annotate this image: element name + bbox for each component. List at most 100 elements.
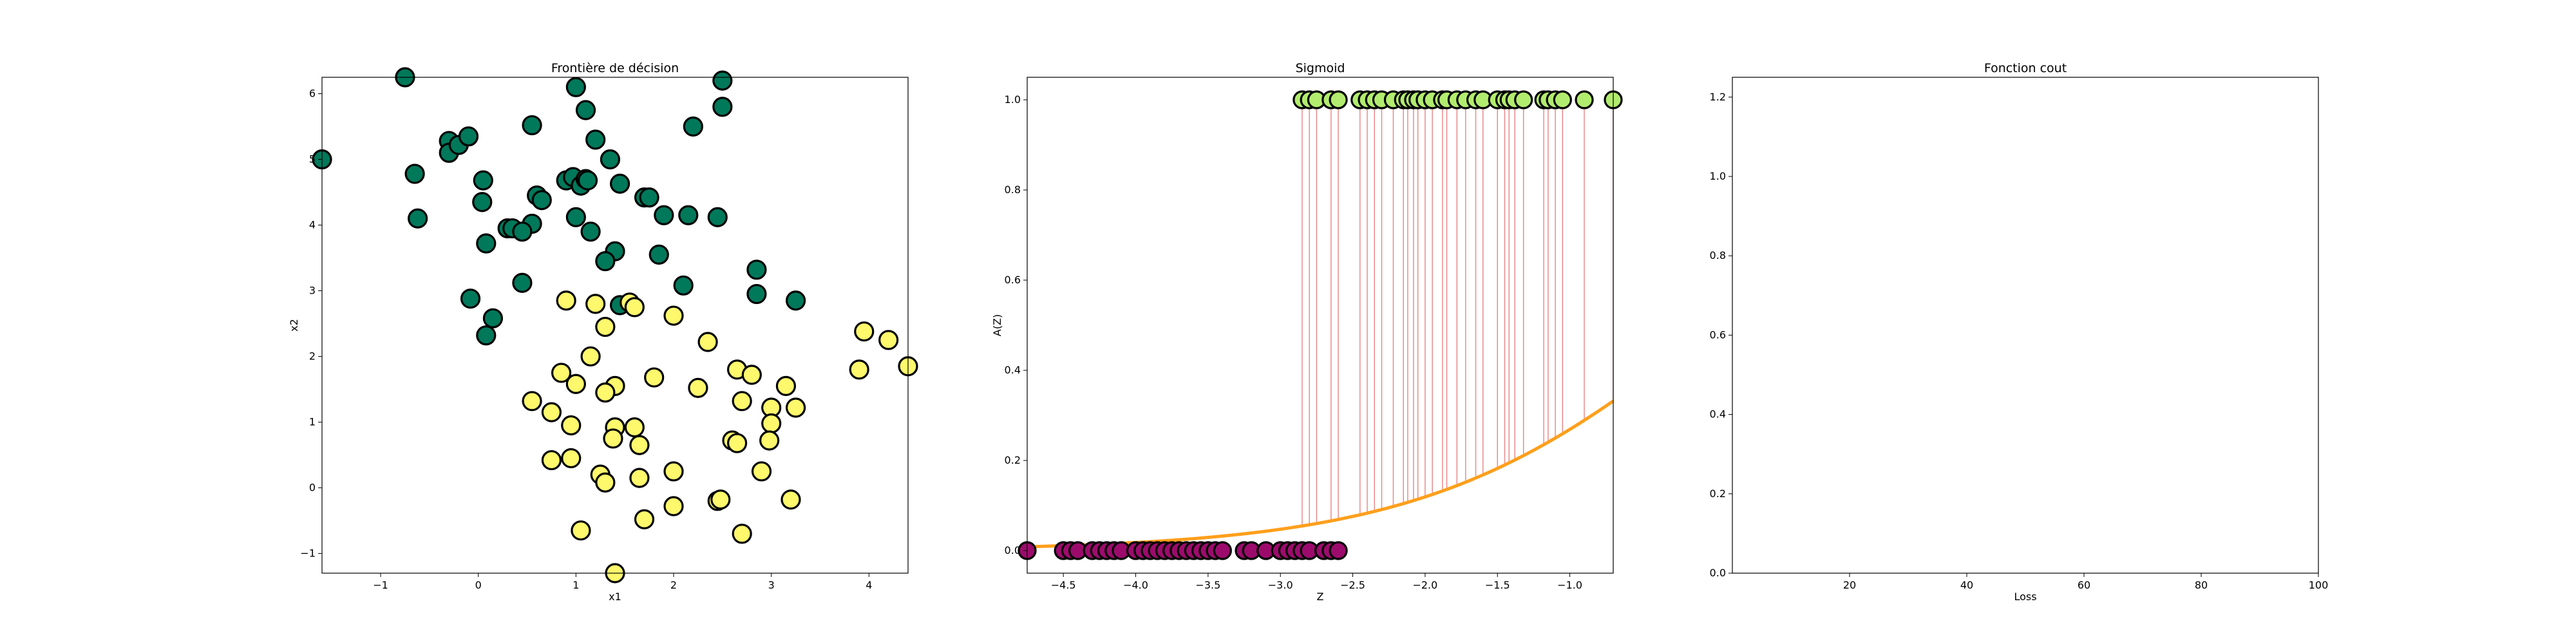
y-tick-label: 0.0 [1710,567,1726,579]
data-point [707,207,728,227]
data-point [775,375,797,396]
data-point [712,70,733,91]
x-ticks: 20 40 60 80 100 [1843,573,2328,591]
data-point [585,294,606,314]
x-tick-label: −3.0 [1268,579,1293,591]
y-tick-label: 1.0 [1005,93,1021,106]
data-point [624,297,645,317]
x-tick-label: 60 [2078,579,2090,591]
x-tick-label: −1.0 [1557,579,1582,591]
data-point [458,126,479,147]
data-point [1329,541,1348,560]
data-point [408,208,428,229]
data-point [512,272,533,293]
data-point [541,402,562,422]
data-point [531,190,552,211]
y-tick-label: 0.2 [1005,454,1021,466]
y-tick-label: 0.4 [1005,364,1021,376]
x-tick-label: −1 [373,579,388,591]
data-point [600,149,621,170]
data-point [710,489,731,510]
plot-area [1027,77,1613,573]
data-point [522,391,542,412]
y-tick-label: 1.2 [1710,91,1726,103]
y-tick-label: −1 [300,547,316,559]
x-tick-label: 1 [573,579,579,591]
y-tick-label: 0.0 [1005,544,1021,556]
data-point [878,330,899,350]
data-point [732,391,752,412]
x-tick-label: −4.5 [1051,579,1076,591]
data-point [654,205,674,225]
x-ticks: −1 0 1 2 3 4 [373,573,872,591]
data-point [1553,90,1572,109]
data-point [741,365,762,385]
plot-area [1732,77,2318,573]
data-point [751,461,772,482]
data-point [482,308,504,328]
y-tick-label: 0.4 [1710,408,1726,421]
data-point [712,97,733,117]
y-tick-label: 0.6 [1005,274,1021,286]
sigmoid-panel: −4.5 −4.0 −3.5 −3.0 −2.5 −2.0 −1.5 −1.0 0.00.20… [991,61,1623,603]
data-point [575,100,596,120]
chart-title: Fonction cout [1984,61,2067,75]
y-tick-label: 0.8 [1710,249,1726,261]
data-point [1514,90,1533,109]
y-ticks: −1 0 1 2 3 4 5 6 [300,87,322,559]
data-point [561,415,582,436]
data-point [854,321,875,342]
x-tick-label: 80 [2195,579,2208,591]
data-point [673,275,694,296]
data-point [639,187,659,208]
data-point [785,397,806,418]
x-tick-label: 40 [1960,579,1973,591]
y-tick-label: 1.0 [1710,170,1726,182]
y-tick-label: 1 [309,415,316,428]
data-point [629,435,650,455]
y-axis-label: A(Z) [991,314,1003,336]
data-point [571,520,591,541]
data-point [595,251,616,272]
x-axis-label: Loss [2014,591,2036,603]
y-tick-label: 6 [309,87,316,99]
x-tick-label: 20 [1843,579,1856,591]
data-point [473,170,493,191]
scatter-points [312,67,918,583]
data-point [732,524,752,544]
plot-frame [321,77,909,574]
data-point [629,468,650,488]
data-point [565,207,586,227]
x-axis-label: Z [1317,591,1324,603]
data-point [634,509,655,529]
data-point [726,433,748,453]
y-tick-label: 0.8 [1005,184,1021,196]
chart-title: Sigmoid [1296,61,1345,75]
x-tick-label: 3 [768,579,775,591]
data-point [781,489,801,510]
chart-title: Frontière de décision [551,61,679,75]
data-point [472,192,493,213]
data-point [595,316,616,337]
data-point [476,233,497,254]
y-tick-label: 2 [309,350,316,362]
data-point [644,367,665,388]
data-point [663,461,684,482]
x-tick-label: 4 [866,579,872,591]
y-tick-label: 4 [309,218,316,231]
data-point [577,170,598,191]
data-point [541,450,562,471]
data-point [585,129,606,150]
data-point [561,448,582,469]
data-point [595,472,616,493]
data-point [609,173,630,194]
data-point [624,417,645,438]
scatter-points [1018,90,1623,560]
data-point [603,428,623,449]
data-point [663,305,684,326]
plot-frame [1732,77,2319,574]
x-tick-label: 2 [670,579,677,591]
data-point [697,332,718,352]
data-point [746,283,767,305]
data-point [683,116,703,137]
